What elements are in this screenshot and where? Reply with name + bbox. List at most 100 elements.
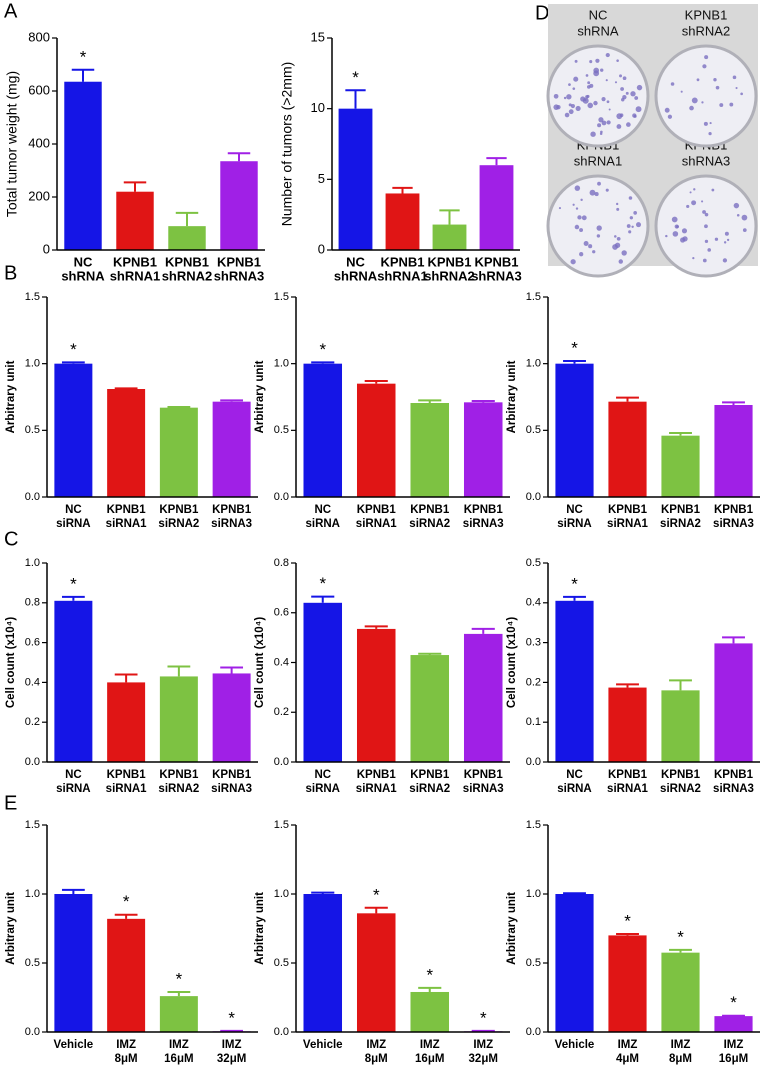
x-tick-label: IMZ — [473, 1039, 493, 1051]
error-bar — [345, 89, 366, 109]
panel-letter: A — [4, 0, 18, 22]
bar — [714, 643, 753, 762]
x-tick-label: 8μM — [115, 1053, 138, 1065]
y-tick-label: 1.0 — [274, 358, 289, 370]
colony — [616, 207, 620, 211]
bar — [555, 600, 594, 762]
x-tick-label: siRNA — [305, 783, 340, 795]
colony — [630, 91, 636, 97]
y-tick-label: 0.0 — [274, 1026, 289, 1038]
colony — [634, 96, 639, 100]
error-bar — [392, 186, 413, 194]
error-bar — [61, 361, 85, 364]
significance-mark: * — [123, 892, 130, 911]
colony — [620, 87, 624, 91]
colony — [686, 204, 690, 209]
colony — [740, 92, 743, 96]
x-tick-label: siRNA1 — [607, 518, 649, 530]
colony — [715, 85, 720, 90]
error-bar — [311, 361, 335, 364]
y-tick-label: 0.5 — [274, 957, 289, 969]
bar — [54, 894, 93, 1032]
panel-letter: D — [535, 2, 549, 24]
x-tick-label: 4μM — [616, 1053, 639, 1065]
x-tick-label: siRNA3 — [211, 783, 252, 795]
error-bar — [364, 906, 388, 914]
x-tick-label: shRNA2 — [162, 268, 213, 283]
colony — [585, 74, 589, 77]
colony — [568, 109, 574, 115]
panel-letter: E — [4, 792, 17, 814]
y-tick-label: 600 — [28, 82, 50, 97]
x-tick-label: shRNA — [61, 268, 105, 283]
significance-mark: * — [228, 1008, 235, 1027]
significance-mark: * — [571, 574, 578, 593]
x-tick-label: siRNA2 — [660, 518, 701, 530]
colony — [605, 52, 610, 58]
colony — [680, 90, 683, 93]
x-tick-label: siRNA2 — [158, 518, 199, 530]
bar — [212, 401, 251, 497]
x-tick-label: shRNA2 — [424, 268, 475, 283]
y-tick-label: 0.5 — [526, 957, 541, 969]
colony — [689, 191, 692, 194]
colony — [621, 250, 627, 256]
colony — [579, 228, 584, 233]
y-tick-label: 0.5 — [25, 957, 40, 969]
bar — [107, 682, 146, 762]
colony — [696, 78, 700, 82]
x-tick-label: KPNB1 — [159, 769, 199, 781]
bar — [356, 383, 396, 497]
colony — [723, 241, 727, 244]
colony — [733, 202, 740, 209]
x-tick-label: NC — [314, 769, 331, 781]
error-bar — [114, 387, 138, 390]
colony — [702, 258, 707, 263]
colony — [732, 75, 737, 80]
y-tick-label: 0.0 — [25, 756, 40, 768]
error-bar — [364, 380, 388, 384]
y-tick-label: 0.8 — [274, 557, 289, 569]
bar — [107, 389, 146, 497]
x-tick-label: siRNA1 — [356, 518, 398, 530]
y-tick-label: 0.2 — [274, 706, 289, 718]
colony — [735, 86, 738, 90]
colony — [625, 91, 629, 95]
bar — [159, 676, 198, 762]
x-tick-label: NC — [346, 254, 365, 269]
colony — [593, 100, 598, 106]
x-tick-label: siRNA3 — [463, 783, 504, 795]
error-bar — [114, 913, 138, 919]
error-bar — [114, 673, 138, 683]
y-tick-label: 1.5 — [526, 819, 541, 831]
y-tick-label: 0.0 — [274, 756, 289, 768]
y-axis-label: Number of tumors (>2mm) — [279, 62, 295, 227]
significance-mark: * — [319, 340, 326, 359]
colony — [572, 87, 576, 90]
x-tick-label: IMZ — [366, 1039, 386, 1051]
y-axis-label: Arbitrary unit — [506, 892, 518, 965]
x-tick-label: NC — [566, 504, 583, 516]
colony — [586, 85, 591, 89]
error-bar — [61, 595, 85, 601]
significance-mark: * — [624, 912, 631, 931]
error-bar — [722, 636, 745, 644]
x-tick-label: 16μM — [719, 1053, 748, 1065]
y-tick-label: 0.4 — [526, 597, 541, 609]
x-tick-label: IMZ — [116, 1039, 136, 1051]
colony — [667, 114, 673, 119]
y-tick-label: 1.0 — [25, 557, 40, 569]
x-tick-label: shRNA3 — [471, 268, 522, 283]
x-tick-label: 16μM — [164, 1053, 193, 1065]
x-tick-label: NC — [65, 769, 82, 781]
x-tick-label: IMZ — [420, 1039, 440, 1051]
x-tick-label: 8μM — [669, 1053, 692, 1065]
bar — [356, 913, 396, 1032]
x-tick-label: KPNB1 — [380, 254, 424, 269]
error-bar — [311, 891, 335, 894]
bar — [54, 600, 93, 762]
colony — [558, 207, 561, 210]
x-tick-label: siRNA2 — [158, 783, 199, 795]
bar — [168, 226, 206, 250]
x-tick-label: shRNA1 — [110, 268, 161, 283]
